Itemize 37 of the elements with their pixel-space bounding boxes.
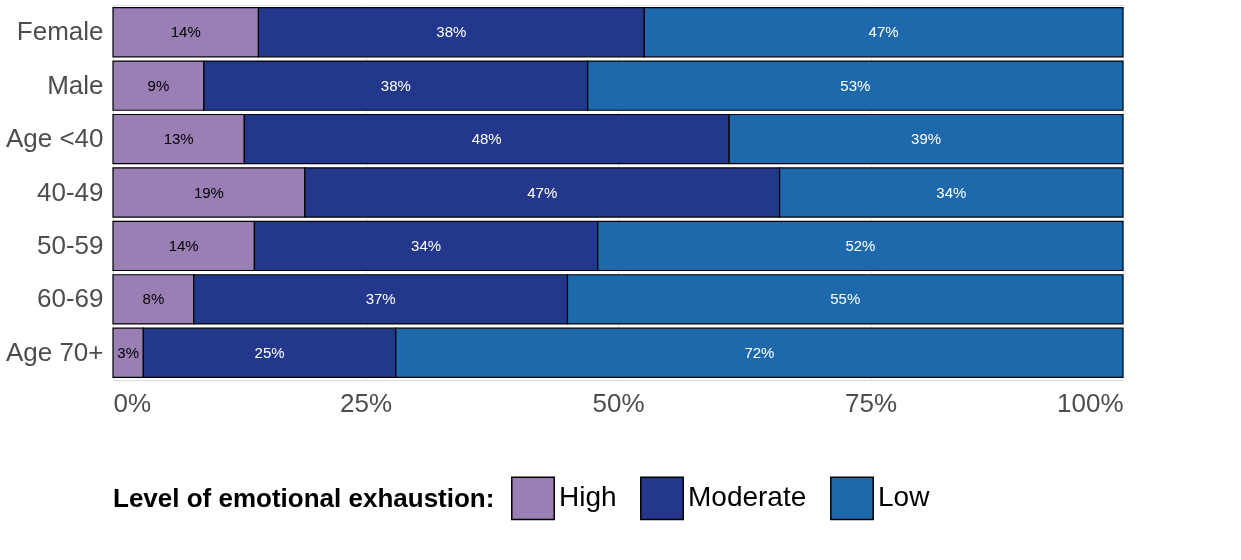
x-tick-label: 0%: [113, 387, 152, 418]
data-label: 47%: [527, 183, 558, 201]
data-label: 14%: [168, 236, 199, 254]
x-tick-label: 100%: [1057, 387, 1124, 418]
data-label: 38%: [380, 76, 411, 94]
y-tick-label: 40-49: [37, 176, 104, 207]
data-label: 9%: [147, 76, 170, 94]
x-tick-label: 25%: [339, 387, 393, 418]
data-label: 55%: [830, 290, 861, 308]
y-tick-label: 50-59: [37, 229, 104, 260]
data-label: 13%: [163, 130, 194, 148]
data-label: 38%: [436, 23, 467, 41]
y-tick-label: Female: [16, 16, 104, 47]
y-tick-label: Age <40: [5, 123, 104, 154]
legend-title: Level of emotional exhaustion:: [113, 483, 495, 513]
data-label: 19%: [193, 183, 224, 201]
y-tick-label: 60-69: [37, 283, 104, 314]
x-tick-label: 75%: [844, 387, 898, 418]
data-label: 14%: [170, 23, 201, 41]
y-tick-label: Male: [47, 69, 104, 100]
y-tick-label: Age 70+: [5, 336, 104, 367]
data-label: 34%: [411, 236, 442, 254]
data-label: 39%: [911, 130, 942, 148]
data-label: 34%: [936, 183, 967, 201]
data-label: 53%: [840, 76, 871, 94]
data-label: 52%: [845, 236, 876, 254]
data-label: 37%: [365, 290, 396, 308]
legend-label: High: [559, 481, 617, 513]
legend-label: Low: [878, 481, 931, 513]
data-label: 25%: [254, 343, 285, 361]
x-tick-label: 50%: [592, 387, 645, 418]
data-label: 8%: [142, 290, 165, 308]
data-label: 3%: [117, 343, 139, 361]
data-label: 47%: [868, 23, 899, 41]
data-label: 48%: [471, 130, 502, 148]
data-label: 72%: [744, 343, 775, 361]
legend-label: Moderate: [688, 481, 807, 513]
